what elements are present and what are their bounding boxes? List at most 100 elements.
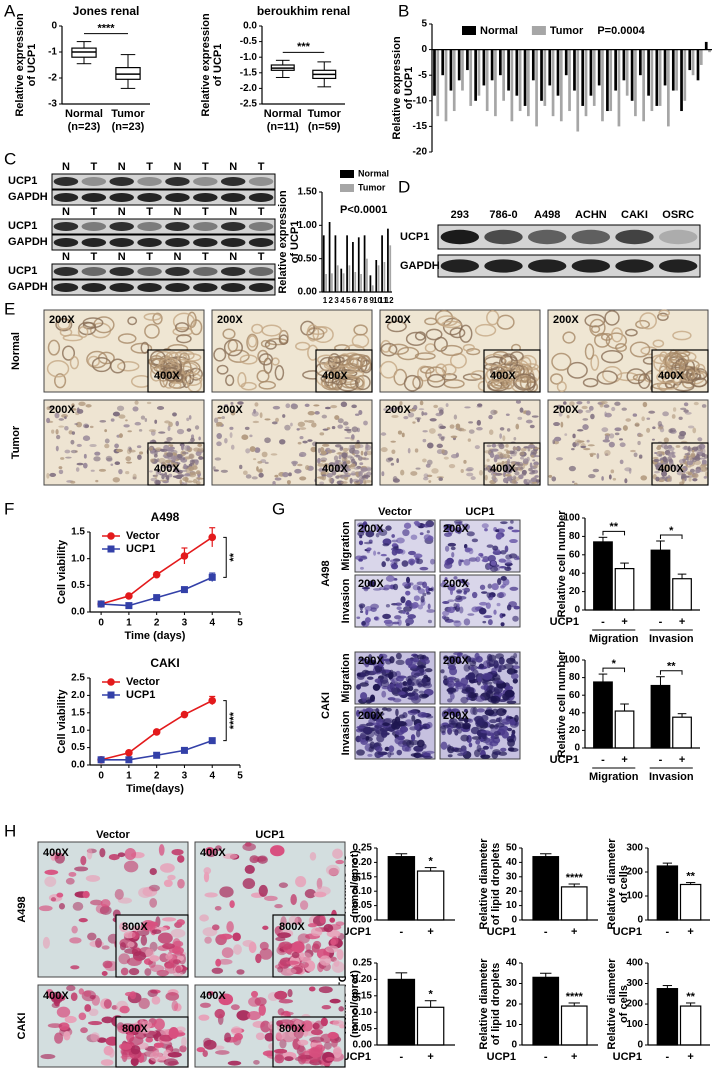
bar	[562, 1006, 588, 1045]
x-tick-label: 5	[346, 296, 351, 305]
blot-band	[221, 193, 246, 202]
cell	[158, 431, 165, 433]
cell	[662, 411, 669, 416]
magnification-label: 200X	[553, 404, 579, 416]
cell	[394, 562, 398, 564]
y-tick-label: 1.5	[71, 527, 85, 538]
bar	[576, 50, 579, 132]
blot-band	[54, 267, 79, 276]
cell	[676, 445, 681, 448]
cell	[71, 926, 77, 934]
legend-label: Normal	[480, 25, 518, 37]
cell	[350, 457, 354, 461]
cell	[451, 552, 454, 558]
cell	[490, 453, 494, 458]
cell	[498, 592, 506, 597]
treatment-label: UCP1	[613, 1051, 642, 1063]
cell	[510, 520, 514, 524]
cell	[90, 426, 94, 428]
significance-label: ****	[97, 23, 115, 35]
cell	[364, 451, 368, 456]
cell	[526, 410, 531, 415]
cell	[604, 404, 610, 408]
cell	[422, 459, 427, 463]
category-label: Normal	[264, 108, 302, 120]
cell	[533, 464, 538, 468]
cell	[528, 448, 531, 452]
category-label: Normal	[65, 108, 103, 120]
cell	[164, 880, 173, 888]
x-axis-label: Time (days)	[125, 630, 186, 642]
cell	[99, 420, 106, 423]
cell	[692, 478, 697, 481]
blot-band	[82, 283, 107, 292]
cell	[386, 575, 395, 581]
blot-band	[109, 283, 134, 292]
cell	[181, 1036, 187, 1046]
cell	[139, 998, 150, 1009]
cell	[388, 745, 394, 752]
cell	[684, 402, 688, 406]
y-tick-label: 1.0	[71, 725, 85, 736]
cell	[648, 411, 655, 414]
cell	[526, 420, 533, 424]
cell	[494, 751, 501, 755]
cell	[360, 692, 367, 700]
cell	[377, 751, 387, 755]
cell	[74, 423, 78, 425]
cell	[344, 429, 351, 431]
cell	[87, 848, 92, 860]
bar	[532, 50, 535, 81]
cell	[414, 724, 420, 730]
row-label: UCP1	[400, 231, 429, 243]
blot-band	[249, 283, 274, 292]
cell	[69, 872, 77, 877]
cell	[500, 748, 506, 752]
cell	[574, 483, 577, 485]
blot-band	[82, 267, 107, 276]
cell	[480, 585, 485, 590]
bar	[681, 884, 701, 920]
cell	[171, 849, 183, 855]
cell	[246, 474, 252, 478]
blot-band	[54, 238, 79, 247]
blot-band	[221, 177, 246, 186]
cell	[488, 415, 492, 419]
cell	[118, 469, 122, 474]
bar	[524, 50, 527, 106]
x-tick-label: 0	[98, 618, 104, 629]
cell	[150, 965, 164, 972]
cell	[290, 423, 293, 427]
cell	[414, 595, 420, 601]
bar	[445, 50, 448, 122]
cell	[397, 606, 402, 610]
blot-band	[82, 193, 107, 202]
cell	[77, 463, 84, 466]
cell	[400, 549, 405, 554]
cell	[84, 425, 89, 428]
cell	[132, 406, 138, 411]
bar	[601, 50, 604, 122]
cell	[114, 444, 119, 449]
cell	[195, 425, 199, 429]
cell	[286, 961, 299, 965]
cell	[80, 856, 86, 866]
cell	[689, 477, 692, 481]
blot-band	[109, 238, 134, 247]
cell	[577, 429, 584, 431]
bar	[323, 235, 325, 292]
significance-label: **	[609, 521, 618, 533]
cell	[484, 528, 488, 531]
cell	[341, 452, 347, 458]
blot-band	[82, 222, 107, 231]
cell	[182, 452, 189, 455]
magnification-label: 200X	[217, 314, 243, 326]
column-label: Vector	[378, 506, 412, 518]
cell	[524, 479, 531, 485]
y-tick-label: 1.50	[298, 187, 318, 198]
cell	[348, 447, 351, 449]
cell	[361, 555, 367, 558]
significance-bracket	[223, 537, 226, 577]
cell	[471, 476, 476, 480]
cell	[420, 401, 424, 406]
